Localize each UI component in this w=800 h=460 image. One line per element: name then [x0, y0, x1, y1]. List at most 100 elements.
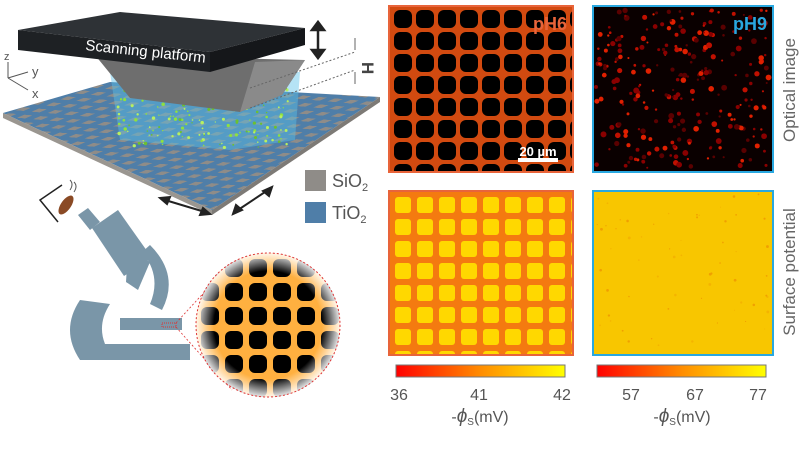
texture-dot [748, 29, 751, 32]
texture-dot [273, 125, 277, 129]
texture-dot [284, 129, 288, 132]
tio2-swatch [305, 202, 326, 223]
texture-dot [742, 13, 745, 16]
texture-dot [720, 24, 726, 30]
texture-dot [603, 48, 608, 53]
texture-dot [179, 130, 182, 134]
texture-dot [766, 245, 769, 248]
texture-dot [731, 11, 736, 16]
texture-dot [600, 131, 607, 138]
texture-dot [142, 139, 145, 142]
texture-dot [765, 294, 768, 297]
texture-dot [116, 105, 120, 109]
texture-dot [617, 122, 622, 127]
texture-dot [702, 31, 705, 34]
texture-dot [654, 108, 658, 111]
texture-dot [709, 8, 714, 13]
texture-dot [175, 110, 178, 113]
texture-dot [688, 164, 694, 169]
texture-dot [679, 72, 683, 77]
eye-icon [38, 179, 77, 223]
texture-dot [183, 107, 186, 110]
texture-dot [612, 86, 617, 91]
texture-dot [656, 64, 659, 67]
texture-dot [123, 127, 128, 131]
probe-frustum [95, 55, 305, 112]
texture-dot [749, 81, 753, 86]
texture-dot [708, 283, 712, 286]
texture-dot [657, 344, 660, 347]
texture-dot [693, 37, 699, 43]
texture-dot [226, 123, 230, 128]
texture-dot [623, 129, 629, 135]
texture-dot [615, 228, 617, 230]
texture-dot [763, 65, 769, 71]
texture-dot [733, 118, 736, 121]
texture-dot [142, 142, 144, 144]
texture-dot [200, 120, 204, 125]
texture-dot [635, 93, 641, 99]
texture-dot [742, 87, 748, 93]
texture-dot [752, 303, 756, 307]
texture-dot [180, 126, 185, 130]
texture-dot [680, 16, 684, 20]
texture-dot [158, 126, 161, 129]
sio2-label: SiO2 [332, 171, 368, 194]
texture-dot [621, 103, 625, 106]
texture-dot [253, 131, 256, 134]
texture-dot [607, 43, 610, 47]
texture-dot [758, 55, 764, 61]
texture-dot [669, 248, 671, 250]
texture-dot [721, 84, 728, 91]
colorbar-tick: 67 [686, 387, 704, 404]
texture-dot [722, 34, 725, 37]
texture-dot [712, 155, 716, 159]
texture-dot [623, 163, 628, 168]
texture-dot [689, 60, 693, 64]
texture-dot [671, 88, 675, 92]
texture-dot [750, 98, 753, 101]
texture-dot [265, 126, 269, 130]
texture-dot [646, 41, 649, 44]
texture-dot [752, 135, 755, 138]
texture-dot [622, 7, 628, 14]
texture-dot [600, 227, 603, 231]
texture-dot [282, 107, 284, 109]
texture-dot [617, 43, 622, 48]
texture-dot [674, 32, 679, 37]
texture-dot [262, 104, 265, 107]
texture-dot [659, 153, 665, 159]
texture-dot [141, 99, 144, 102]
texture-dot [693, 125, 699, 132]
texture-dot [247, 130, 250, 133]
texture-dot [704, 66, 708, 71]
scanning-platform: Scanning platform [18, 12, 305, 72]
texture-dot [666, 9, 671, 14]
texture-dot [678, 10, 682, 13]
texture-dot [763, 217, 766, 220]
texture-dot [614, 132, 621, 139]
texture-dot [737, 163, 743, 169]
texture-dot [703, 30, 709, 36]
texture-dot [674, 44, 678, 48]
texture-dot [219, 143, 221, 146]
texture-dot [759, 8, 763, 12]
texture-dot [724, 220, 727, 223]
magnified-view [195, 252, 341, 398]
texture-dot [162, 129, 164, 132]
texture-dot [761, 24, 766, 29]
texture-dot [598, 62, 601, 66]
texture-dot [655, 11, 659, 15]
texture-dot [156, 134, 159, 137]
texture-dot [249, 119, 251, 121]
texture-dot [667, 212, 670, 215]
texture-dot [614, 60, 617, 64]
texture-dot [637, 128, 641, 131]
texture-dot [617, 67, 623, 74]
texture-dot [207, 107, 211, 111]
texture-dot [623, 133, 628, 138]
texture-dot [672, 125, 677, 129]
optical-image-ph9: pH9 [592, 5, 774, 173]
texture-dot [735, 104, 740, 110]
